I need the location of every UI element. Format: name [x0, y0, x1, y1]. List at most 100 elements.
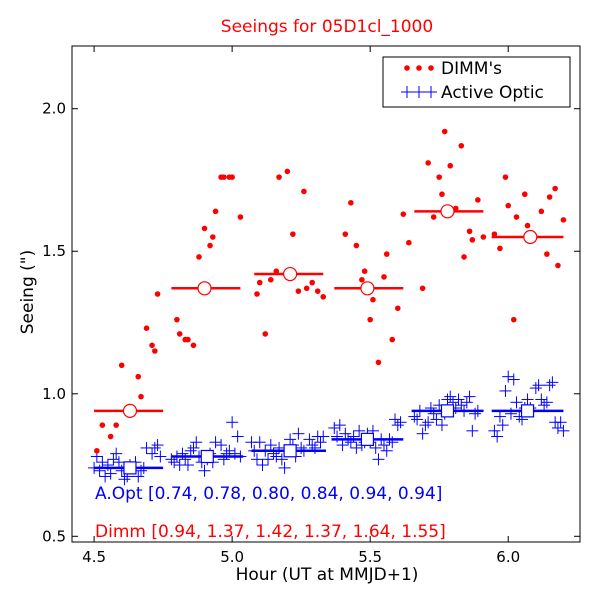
active-optic-point [538, 399, 551, 412]
active-optic-point [557, 424, 570, 437]
y-tick-label: 2.0 [42, 100, 66, 118]
active-optic-point [422, 416, 435, 429]
active-optic-point [444, 390, 457, 403]
active-optic-point [256, 459, 269, 472]
dimm-point [237, 214, 244, 220]
active-optic-point [496, 419, 509, 432]
dimm-point [152, 348, 158, 354]
dimm-point [262, 331, 269, 337]
active-optic-point [270, 450, 283, 463]
active-optic-point [292, 427, 305, 440]
dimm-point [295, 288, 302, 294]
dimm-point [138, 393, 144, 400]
dimm-point [538, 208, 545, 215]
active-optic-point [353, 424, 366, 437]
active-optic-point [408, 410, 421, 423]
active-optic-point [416, 427, 429, 440]
active-optic-point [264, 439, 277, 452]
active-optic-point [317, 430, 330, 443]
active-optic-point [96, 456, 109, 469]
active-optic-point [535, 393, 548, 406]
dimm-point [419, 285, 426, 292]
active-optic-point [452, 393, 465, 406]
dimm-point [149, 342, 155, 349]
active-optic-point [226, 416, 239, 429]
active-optic-point [377, 439, 390, 452]
bin-mean-circle [523, 229, 538, 245]
active-optic-point [181, 459, 194, 472]
dimm-point [381, 274, 387, 280]
active-optic-point [104, 467, 117, 480]
active-optic-point [262, 453, 275, 466]
active-optic-point [529, 382, 542, 395]
active-optic-point [493, 410, 506, 423]
active-optic-point [231, 430, 244, 443]
dimm-point [400, 211, 407, 217]
active-optic-point [502, 370, 515, 383]
dimm-point [491, 231, 498, 237]
bin-mean-square [520, 404, 535, 418]
dimm-point [497, 245, 503, 252]
active-optic-point [209, 436, 222, 449]
dimm-point [267, 276, 274, 283]
active-optic-point [463, 390, 476, 403]
active-optic-point [540, 396, 553, 409]
active-optic-point [306, 439, 319, 452]
dimm-point [367, 316, 373, 323]
dimm-point [135, 373, 142, 380]
active-optic-point [99, 470, 112, 483]
active-optic-point [118, 473, 131, 486]
dimm-point [176, 331, 183, 337]
dimm-point [458, 142, 465, 149]
active-optic-point [333, 419, 346, 432]
annotation-aopt: A.Opt [0.74, 0.78, 0.80, 0.84, 0.94, 0.9… [95, 484, 442, 504]
bin-mean-square [123, 461, 137, 475]
dimm-point [118, 362, 125, 369]
a-opt-bin-means [94, 404, 564, 475]
dimm-bin-means [94, 204, 564, 418]
dimm-point [359, 276, 365, 283]
legend-label-ao: Active Optic [441, 83, 544, 103]
dimm-point [107, 433, 114, 440]
dimm-point [466, 228, 473, 235]
dimm-point [284, 168, 291, 175]
dimm-point [256, 279, 263, 286]
dimm-point [513, 214, 520, 220]
chart-title: Seeings for 05D1cl_1000 [221, 17, 433, 37]
active-optic-point [543, 379, 556, 392]
dimm-point [555, 262, 561, 269]
dimm-point [521, 191, 528, 198]
dimm-point [185, 336, 191, 343]
bin-mean-circle [360, 281, 375, 296]
active-optic-point [391, 419, 404, 432]
dimm-point [154, 291, 161, 297]
dimm-point [229, 174, 235, 180]
active-optic-point [148, 441, 161, 454]
active-optic-point [419, 419, 432, 432]
dimm-point [425, 160, 431, 166]
dimm-point [190, 342, 197, 349]
dimm-point [99, 422, 106, 428]
active-optic-point [146, 447, 159, 460]
active-optic-point [389, 413, 402, 426]
dimm-point [309, 279, 315, 286]
bin-mean-square [200, 449, 214, 464]
active-optic-point [430, 413, 443, 426]
bin-mean-square [360, 432, 375, 446]
active-optic-point [151, 439, 164, 452]
dimm-point [394, 305, 401, 312]
active-optic-point [198, 464, 211, 477]
active-optic-point [394, 416, 407, 429]
dimm-point [524, 222, 531, 229]
dimm-point [370, 296, 376, 303]
active-optic-point [215, 439, 228, 452]
active-optic-point [546, 376, 559, 389]
x-tick-label: 4.5 [82, 548, 106, 566]
dimm-point [375, 359, 382, 366]
active-optic-point [284, 433, 297, 446]
dimm-point [196, 254, 202, 260]
dimm-point [94, 447, 100, 454]
dimm-point [314, 288, 321, 294]
active-optic-point [154, 450, 167, 463]
